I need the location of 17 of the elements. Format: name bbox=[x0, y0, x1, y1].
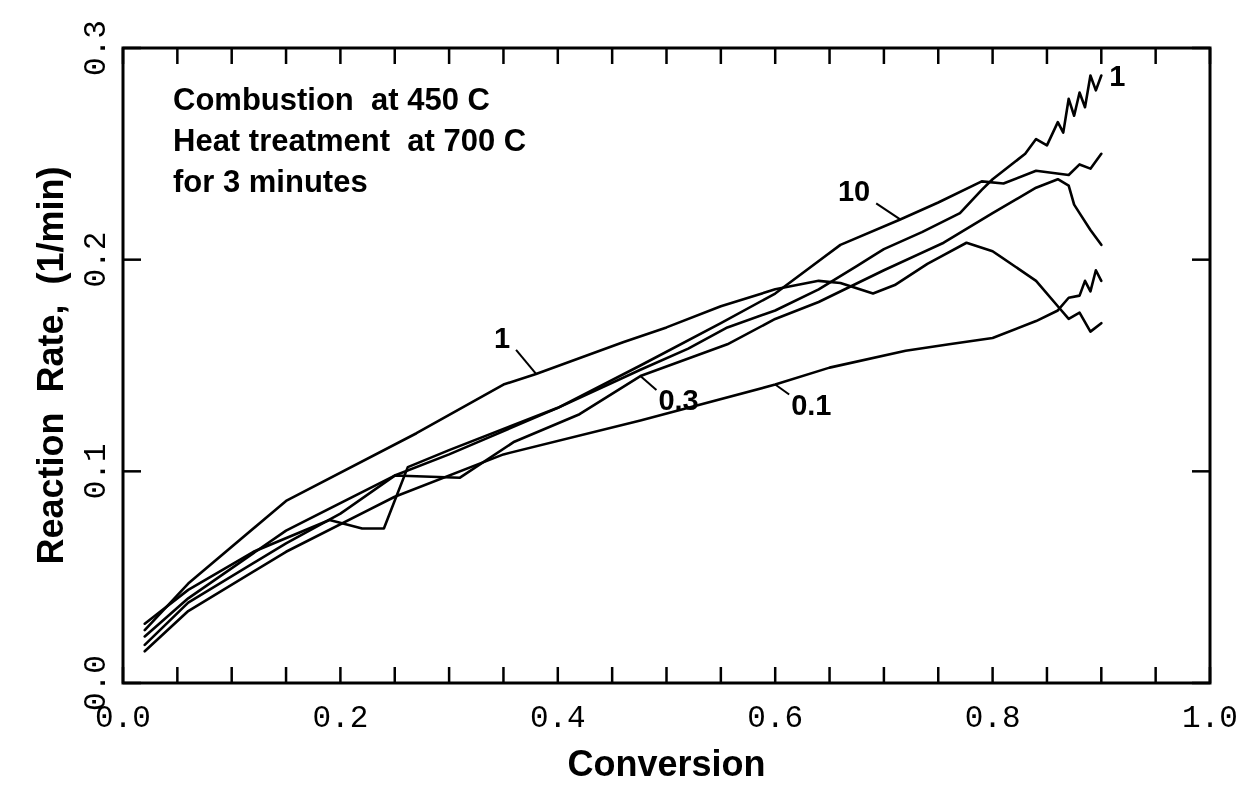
annotation: for 3 minutes bbox=[173, 164, 368, 199]
x-tick-label: 0.6 bbox=[747, 701, 804, 736]
annotation: Combustion at 450 C bbox=[173, 82, 490, 117]
x-tick-label: 0.4 bbox=[529, 701, 586, 736]
y-tick-label: 0.3 bbox=[79, 20, 114, 76]
x-tick-label: 1.0 bbox=[1182, 701, 1238, 736]
y-axis-title: Reaction Rate, (1/min) bbox=[30, 166, 71, 565]
x-tick-label: 0.2 bbox=[312, 701, 369, 736]
series-label: 10 bbox=[837, 175, 871, 208]
x-axis-title: Conversion bbox=[567, 743, 766, 784]
y-tick-label: 0.2 bbox=[79, 231, 114, 288]
legend-label: 0.1 bbox=[791, 388, 832, 421]
legend-label: 1 bbox=[1109, 59, 1126, 92]
y-tick-label: 0.1 bbox=[79, 443, 114, 500]
series-label: 1 bbox=[493, 321, 511, 354]
x-tick-label: 0.8 bbox=[964, 701, 1021, 736]
annotation: Heat treatment at 700 C bbox=[173, 123, 527, 158]
